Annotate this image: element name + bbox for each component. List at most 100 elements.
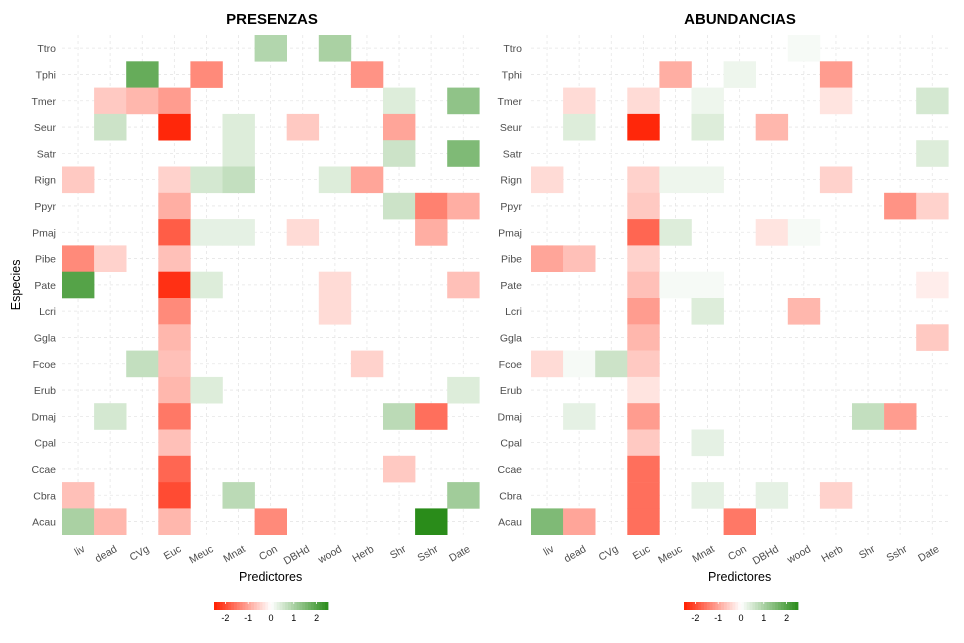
y-tick-label: Pate [500,280,522,292]
heatmap-cell-Rign-Meuc [190,166,223,194]
heatmap-cell-Tphi-CVg [126,61,159,88]
heatmap-cell-Acau-liv [531,508,564,535]
legend-color-step [778,602,782,610]
heatmap-cell-Fcoe-Euc [158,350,191,378]
heatmap-cell-Lcri-wood [318,298,352,325]
legend-color-step [684,602,688,610]
legend-color-step [271,602,275,610]
heatmap-cell-Ccae-Euc [627,455,660,483]
heatmap-cell-Satr-Shr [383,140,416,167]
x-tick-label: Meuc [187,543,215,566]
legend-color-step [715,602,719,610]
heatmap-cell-Ppyr-Date [916,192,949,220]
heatmap-cell-Cbra-Mnat [691,482,724,509]
heatmap-cell-Tmer-dead [563,87,596,115]
heatmap-cell-Fcoe-liv [531,350,564,378]
legend-color-step [769,602,773,610]
legend-color-step [698,602,702,610]
heatmap-cell-Seur-Shr [383,113,416,141]
legend-color-step [310,602,315,610]
heatmap-cell-Pmaj-Euc [627,219,660,246]
heatmap-cell-Rign-Meuc [659,166,692,194]
legend-color-step [299,602,303,610]
x-tick-label: liv [73,543,88,559]
legend-color-step [755,602,759,610]
legend-color-step [795,602,799,610]
legend-color-step [268,602,272,610]
x-tick-label: Con [726,543,749,563]
legend-color-step [772,602,776,610]
heatmap-cell-Tphi-Meuc [659,61,692,88]
heatmap-cell-Pmaj-DBHd [755,219,789,246]
heatmap-cell-Pmaj-Sshr [415,219,448,246]
heatmap-cell-Seur-dead [563,113,596,141]
legend-color-step [285,602,289,610]
legend-color-step [738,602,742,610]
legend-color-step [322,602,326,610]
x-tick-label: Shr [857,543,878,562]
x-tick-label: Herb [819,543,845,565]
legend-color-step [245,602,249,610]
heatmap-cell-Satr-Mnat [222,140,255,167]
heatmap-cell-Fcoe-dead [563,350,596,378]
legend-color-step [276,602,280,610]
heatmap-cell-Rign-Euc [158,166,191,194]
x-tick-label: DBHd [282,543,312,567]
heatmap-cell-Ccae-Euc [158,455,191,483]
x-tick-label: Date [447,543,472,565]
legend-color-step [718,602,722,610]
heatmap-cell-Pate-Euc [158,271,191,299]
heatmap-cell-Acau-Euc [627,508,660,535]
legend-color-step [712,602,716,610]
legend-color-step [783,602,787,610]
heatmap-cell-Pibe-dead [563,245,596,272]
legend-color-step [689,602,693,610]
heatmap-cell-Pate-Meuc [659,271,692,299]
legend-tick-label: -2 [691,613,699,623]
y-tick-label: Satr [37,148,57,160]
heatmap-cell-Acau-liv [62,508,95,535]
heatmap-cell-Seur-Euc [158,113,191,141]
legend-color-step [305,602,309,610]
legend-color-step [780,602,785,610]
heatmap-cell-Satr-Date [916,140,949,167]
y-axis-label: Especies [9,259,23,310]
heatmap-cell-Rign-wood [318,166,352,194]
legend-tick-label: 0 [738,613,743,623]
legend-color-step [735,602,739,610]
y-tick-label: Seur [34,122,57,134]
y-tick-label: Ggla [34,332,56,344]
heatmap-cell-Pibe-Euc [158,245,191,272]
heatmap-cell-Tphi-Meuc [190,61,223,88]
heatmap-cell-Acau-dead [94,508,127,535]
x-tick-label: wood [784,543,813,567]
y-tick-label: Fcoe [33,359,57,371]
heatmap-cell-Rign-Mnat [691,166,724,194]
heatmap-cell-Lcri-Euc [158,298,191,325]
heatmap-cell-Ppyr-Euc [627,192,660,220]
y-tick-label: Erub [34,385,56,397]
legend-color-step [789,602,793,610]
legend-color-step [792,602,796,610]
heatmap-cell-Rign-Herb [350,166,384,194]
legend-color-step [706,602,711,610]
heatmap-cell-Satr-Date [447,140,480,167]
legend-color-step [251,602,255,610]
legend-tick-label: -1 [244,613,252,623]
heatmap-cell-Seur-Mnat [691,113,724,141]
y-tick-label: Cbra [33,490,56,502]
legend-tick-label: 1 [291,613,296,623]
legend-color-step [282,602,286,610]
heatmap-cell-Cbra-Herb [819,482,853,509]
heatmap-cell-Tmer-CVg [126,87,159,115]
legend-color-step [222,602,226,610]
heatmap-cell-Ttro-wood [318,35,352,62]
heatmap-cell-Tmer-Mnat [691,87,724,115]
y-tick-label: Tphi [36,69,56,81]
legend-color-step [726,602,730,610]
heatmap-cell-Pmaj-Mnat [222,219,255,246]
heatmap-cell-Rign-liv [531,166,564,194]
panel-presenzas: PRESENZAS Ttro Tphi Tmer Seur Satr Rign Ppyr Pma… [9,11,480,623]
x-tick-label: CVg [597,543,621,564]
heatmap-cell-Pate-liv [62,271,95,299]
